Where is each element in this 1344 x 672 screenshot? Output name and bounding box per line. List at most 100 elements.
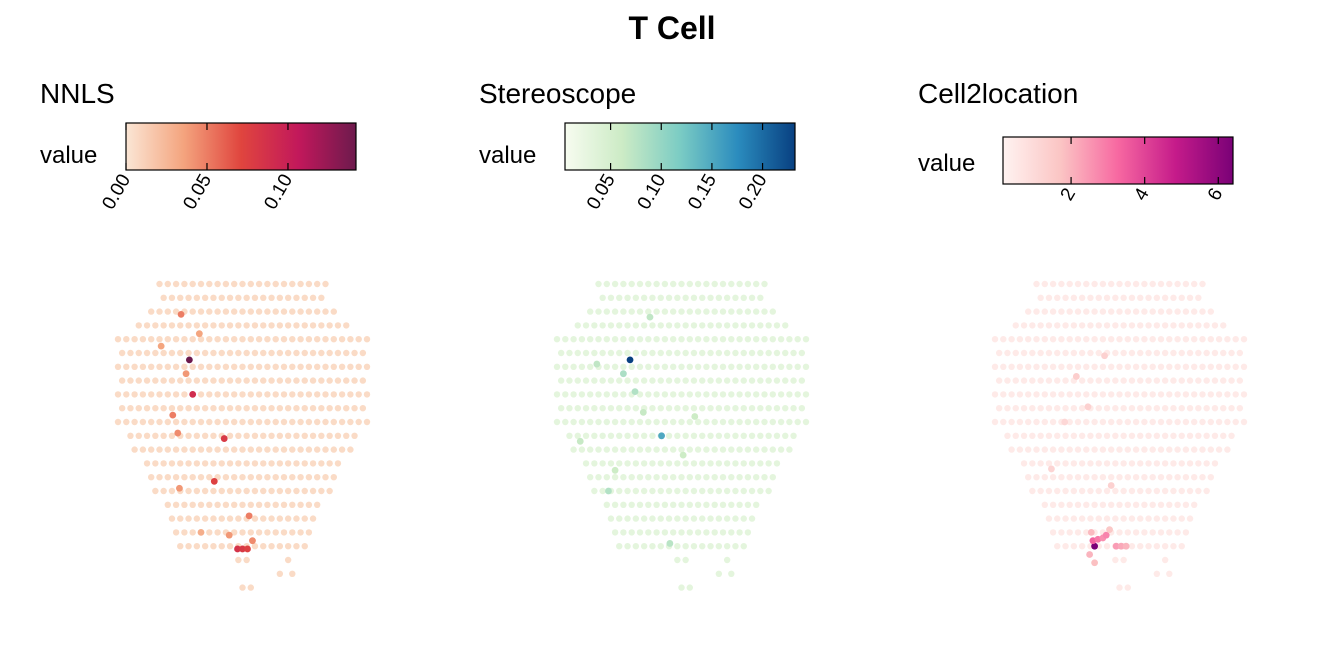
spot xyxy=(1195,322,1202,329)
spot xyxy=(1191,336,1198,343)
spot xyxy=(1132,308,1140,315)
spot xyxy=(699,487,706,495)
spot xyxy=(624,487,631,495)
spot-highlight xyxy=(1112,542,1120,550)
spot xyxy=(748,515,756,522)
spot xyxy=(1132,336,1140,343)
spot xyxy=(222,474,230,481)
spot xyxy=(272,446,279,453)
spot xyxy=(326,487,333,495)
spot xyxy=(1074,391,1082,398)
spot xyxy=(160,294,167,301)
spot xyxy=(557,377,565,384)
spot-highlight xyxy=(189,391,197,398)
spot xyxy=(280,501,288,508)
spot xyxy=(243,432,250,439)
spot xyxy=(1058,501,1065,508)
spot xyxy=(201,543,209,550)
spot xyxy=(719,418,727,426)
spot xyxy=(268,515,275,522)
spot xyxy=(740,322,747,329)
panel-stereoscope: Stereoscope value 0.05 0.10 0.15 0.20 xyxy=(479,78,810,591)
spot xyxy=(645,391,652,398)
spot xyxy=(570,363,577,370)
spot xyxy=(206,363,213,370)
spot xyxy=(769,474,776,481)
spot xyxy=(264,474,271,481)
spot xyxy=(1153,570,1161,577)
spot xyxy=(1070,432,1078,439)
spot xyxy=(1045,349,1053,357)
spot xyxy=(682,349,689,357)
spot xyxy=(1058,308,1065,315)
spot xyxy=(268,405,275,412)
spot xyxy=(1062,432,1069,439)
spot xyxy=(670,418,677,426)
spot xyxy=(139,391,147,398)
spot xyxy=(757,294,764,301)
spot xyxy=(226,432,234,439)
spot xyxy=(582,349,590,357)
spot xyxy=(674,405,681,412)
spot xyxy=(1074,529,1082,536)
spot xyxy=(1099,474,1107,481)
spot xyxy=(185,377,192,384)
spot xyxy=(595,418,602,426)
spot xyxy=(172,363,180,370)
spot xyxy=(1120,405,1127,412)
spot xyxy=(1132,529,1140,536)
spot xyxy=(678,501,685,508)
spot xyxy=(330,418,337,426)
spot xyxy=(690,543,698,550)
spot xyxy=(193,432,201,439)
spot xyxy=(699,543,706,550)
spot xyxy=(624,405,631,412)
spot xyxy=(280,308,288,315)
spot xyxy=(214,308,221,315)
spot xyxy=(1141,474,1148,481)
spot xyxy=(1186,294,1194,301)
spot xyxy=(1108,280,1115,288)
spot xyxy=(247,584,254,591)
spot-highlight xyxy=(245,512,253,520)
spot xyxy=(628,529,635,536)
spot xyxy=(723,349,731,357)
spot xyxy=(206,501,213,508)
spot xyxy=(740,460,747,467)
spot xyxy=(661,280,669,288)
spot xyxy=(1054,322,1061,329)
spot xyxy=(193,294,201,301)
spot xyxy=(1207,474,1215,481)
spot xyxy=(231,501,238,508)
spot xyxy=(301,377,308,384)
spot xyxy=(591,432,598,439)
spot-highlight xyxy=(220,435,228,442)
spot xyxy=(359,377,367,384)
spot xyxy=(632,349,640,357)
spot xyxy=(1174,446,1181,453)
spot xyxy=(703,474,710,481)
spot xyxy=(1070,543,1078,550)
spot xyxy=(711,363,718,370)
spot xyxy=(343,322,350,329)
spot xyxy=(1161,349,1169,357)
spot xyxy=(744,501,752,508)
spot-highlight xyxy=(646,313,654,321)
spot xyxy=(1000,391,1007,398)
spot xyxy=(1037,349,1044,357)
spot xyxy=(653,336,660,343)
spot xyxy=(794,418,801,426)
spot xyxy=(1025,446,1032,453)
spot xyxy=(674,322,681,329)
spot xyxy=(185,432,192,439)
spot xyxy=(1004,405,1011,412)
spot xyxy=(1207,336,1215,343)
spot xyxy=(790,349,797,357)
spot xyxy=(264,418,271,426)
spot xyxy=(347,446,354,453)
spot xyxy=(682,377,689,384)
spot xyxy=(682,294,689,301)
spot-highlight xyxy=(666,540,674,547)
spot xyxy=(674,294,681,301)
spot xyxy=(226,294,234,301)
